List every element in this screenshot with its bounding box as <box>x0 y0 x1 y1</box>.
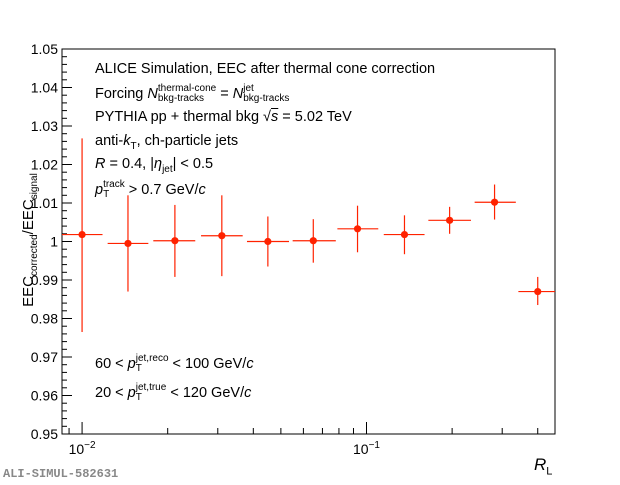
data-point <box>428 206 471 234</box>
y-tick-label: 1.03 <box>31 118 58 134</box>
point-marker <box>353 225 362 233</box>
y-tick-label: 0.98 <box>31 311 58 327</box>
data-points <box>62 138 555 332</box>
y-tick-label: 1.01 <box>31 195 58 211</box>
point-marker <box>78 230 86 239</box>
annotation-track-pt: p track T > 0.7 GeV/c <box>95 179 206 200</box>
data-point <box>337 205 379 253</box>
point-marker <box>534 287 542 296</box>
point-marker <box>446 216 454 224</box>
annotation-jets: anti-kT, ch-particle jets <box>95 133 239 152</box>
annotation-reco-pt: 60 < p jet,reco T < 100 GeV/c <box>95 353 254 374</box>
annotation-true-pt: 20 < p jet,true T < 120 GeV/c <box>95 382 252 403</box>
y-tick-label: 0.95 <box>31 426 58 442</box>
x-axis-label: RL <box>534 455 553 478</box>
annotation-title: ALICE Simulation, EEC after thermal cone… <box>95 61 436 77</box>
data-point <box>107 195 149 292</box>
data-point <box>153 204 196 277</box>
y-tick-label: 0.96 <box>31 388 58 404</box>
watermark: ALI-SIMUL-582631 <box>3 467 119 481</box>
y-axis-label: EECcorrected/EECsignal <box>20 173 40 307</box>
y-tick-label: 1.02 <box>31 157 58 173</box>
point-marker <box>171 237 179 245</box>
plot-frame <box>61 48 556 435</box>
point-marker <box>400 230 409 239</box>
data-point <box>474 184 516 220</box>
plot-axes: 0.95 0.96 0.97 0.98 0.99 1 1.01 1.02 1.03 1.04 1.0… <box>31 41 556 457</box>
annotation-radius-eta: R = 0.4, |ηjet| < 0.5 <box>95 156 214 175</box>
annotation-pythia: PYTHIA pp + thermal bkg √s = 5.02 TeV <box>95 109 352 125</box>
point-marker <box>309 237 317 245</box>
point-marker <box>218 232 226 240</box>
x-tick-label: 10−1 <box>353 440 380 457</box>
data-point <box>383 215 425 255</box>
data-point <box>62 138 103 332</box>
data-point <box>201 195 243 277</box>
y-tick-label: 0.99 <box>31 272 58 288</box>
data-point <box>246 216 290 267</box>
point-marker <box>124 239 132 248</box>
data-point <box>292 219 336 263</box>
x-tick-label: 10−2 <box>69 440 96 457</box>
data-point <box>518 276 555 306</box>
point-marker <box>490 198 499 206</box>
y-tick-label: 1.05 <box>31 41 58 57</box>
point-marker <box>264 237 272 246</box>
y-tick-label: 1.04 <box>31 80 58 96</box>
y-tick-label: 0.97 <box>31 349 58 365</box>
y-tick-label: 1 <box>50 234 58 250</box>
